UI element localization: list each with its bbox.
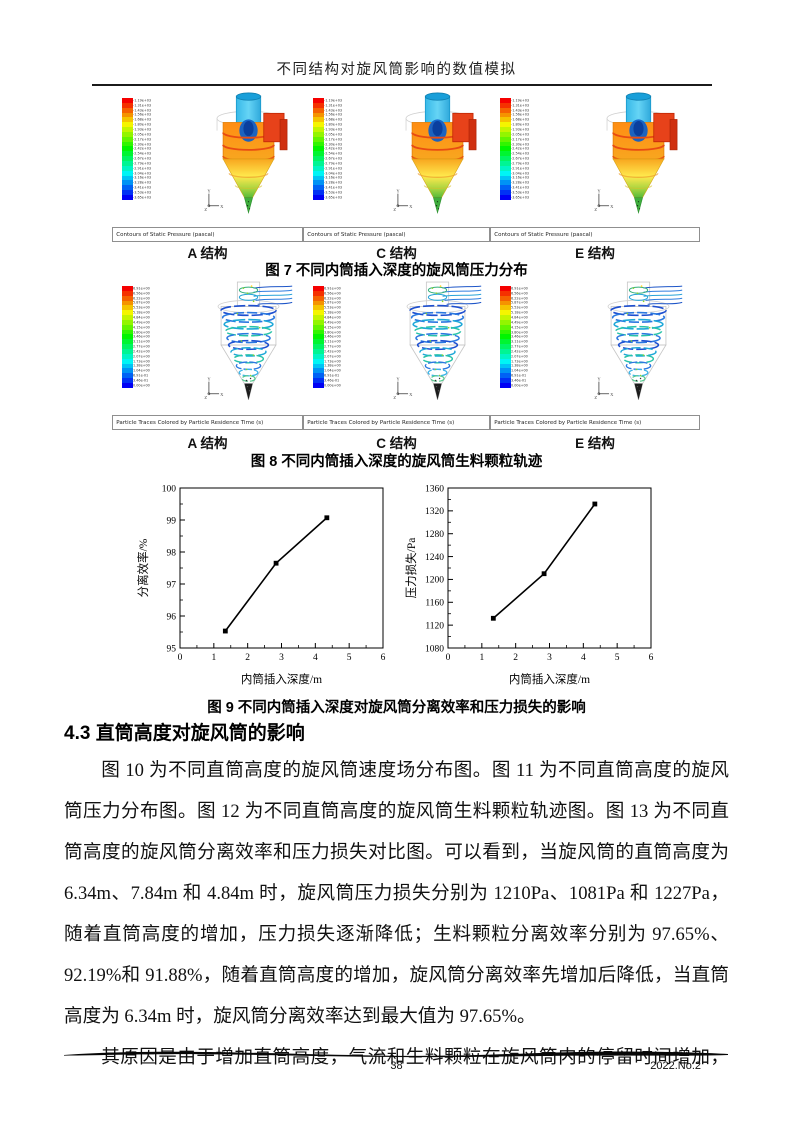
figure7-panel-a: -1.19e+03 -1.31e+03 -1.43e+03 -1.56e+03 -1.6… xyxy=(112,90,303,242)
svg-text:1: 1 xyxy=(479,653,484,663)
svg-text:1280: 1280 xyxy=(425,530,444,540)
svg-text:2: 2 xyxy=(245,653,250,663)
svg-text:98: 98 xyxy=(167,548,177,558)
svg-text:1160: 1160 xyxy=(425,599,444,609)
page-number: 38 xyxy=(390,1060,403,1072)
residence-time-colorbar-legend: 6.91e+00 6.56e+00 6.22e+00 5.87e+00 5.53e+00… xyxy=(500,286,560,388)
paragraph-line: 筒压力分布图。图 12 为不同直筒高度的旋风筒生料颗粒轨迹图。图 13 为不同直 xyxy=(64,801,729,822)
paragraph-line: 92.19%和 91.88%，随着直筒高度的增加，旋风筒分离效率先增加后降低，当… xyxy=(64,965,729,986)
residence-time-colorbar-legend: 6.91e+00 6.56e+00 6.22e+00 5.87e+00 5.53e+00… xyxy=(313,286,373,388)
svg-text:1360: 1360 xyxy=(425,484,444,494)
svg-text:5: 5 xyxy=(347,653,352,663)
svg-text:1: 1 xyxy=(211,653,216,663)
svg-text:分离效率/%: 分离效率/% xyxy=(136,538,150,597)
svg-text:1080: 1080 xyxy=(425,644,444,654)
svg-text:97: 97 xyxy=(167,580,177,590)
pressure-colorbar-legend: -1.19e+03 -1.31e+03 -1.43e+03 -1.56e+03 -1.6… xyxy=(500,98,560,200)
svg-text:1240: 1240 xyxy=(425,553,444,563)
paragraph-line: 高度为 6.34m 时，旋风筒分离效率达到最大值为 97.65%。 xyxy=(64,1006,536,1027)
figure7-panel-row: -1.19e+03 -1.31e+03 -1.43e+03 -1.56e+03 -1.6… xyxy=(0,90,793,242)
section-heading: 4.3 直筒高度对旋风筒的影响 xyxy=(64,723,305,744)
pressure-contour-cyclone-image xyxy=(590,92,685,222)
contour-caption-box: Contours of Static Pressure (pascal) xyxy=(303,227,490,242)
svg-text:0: 0 xyxy=(446,653,451,663)
residence-time-colorbar-legend: 6.91e+00 6.56e+00 6.22e+00 5.87e+00 5.53e+00… xyxy=(122,286,182,388)
paragraph-line: 筒高度的旋风筒分离效率和压力损失对比图。可以看到，当旋风筒的直筒高度为 xyxy=(64,842,729,863)
structure-label: E 结构 xyxy=(575,246,615,261)
figure7-caption: 图 7 不同内筒插入深度的旋风筒压力分布 xyxy=(265,263,528,279)
svg-text:内筒插入深度/m: 内筒插入深度/m xyxy=(241,672,322,686)
structure-label: E 结构 xyxy=(575,436,615,451)
header-rule xyxy=(92,84,712,86)
figure9-caption: 图 9 不同内筒插入深度对旋风筒分离效率和压力损失的影响 xyxy=(207,700,586,716)
svg-text:1200: 1200 xyxy=(425,576,444,586)
particle-traces-cyclone-image xyxy=(200,280,295,410)
structure-label: A 结构 xyxy=(187,436,228,451)
svg-text:6: 6 xyxy=(381,653,386,663)
pressure-contour-cyclone-image xyxy=(389,92,484,222)
svg-text:1120: 1120 xyxy=(425,621,444,631)
pressure-contour-cyclone-image xyxy=(200,92,295,222)
footer-rule-bar xyxy=(64,1051,728,1058)
svg-text:3: 3 xyxy=(279,653,284,663)
svg-text:4: 4 xyxy=(313,653,318,663)
svg-text:4: 4 xyxy=(581,653,586,663)
structure-label: A 结构 xyxy=(187,246,228,261)
page-header-title: 不同结构对旋风筒影响的数值模拟 xyxy=(276,62,517,78)
paragraph-line: 随着直筒高度的增加，压力损失逐渐降低；生料颗粒分离效率分别为 97.65%、 xyxy=(64,924,729,945)
figure7-panel-e: -1.19e+03 -1.31e+03 -1.43e+03 -1.56e+03 -1.6… xyxy=(490,90,700,242)
particle-traces-cyclone-image xyxy=(389,280,484,410)
structure-label: C 结构 xyxy=(376,436,417,451)
pressure-loss-chart: 0 1 2 3 4 5 6 1080 1120 1160 1200 1240 1280 1320 1360 内… xyxy=(404,484,654,686)
svg-text:0: 0 xyxy=(178,653,183,663)
figure8-panel-a: 6.91e+00 6.56e+00 6.22e+00 5.87e+00 5.53e+00… xyxy=(112,278,303,430)
pressure-colorbar-legend: -1.19e+03 -1.31e+03 -1.43e+03 -1.56e+03 -1.6… xyxy=(313,98,373,200)
svg-text:3: 3 xyxy=(547,653,552,663)
svg-text:95: 95 xyxy=(167,644,177,654)
svg-text:6: 6 xyxy=(649,653,654,663)
figure8-caption: 图 8 不同内筒插入深度的旋风筒生料颗粒轨迹 xyxy=(250,454,543,470)
issue-label: 2022.No.2 xyxy=(650,1060,701,1072)
contour-caption-box: Contours of Static Pressure (pascal) xyxy=(112,227,303,242)
svg-text:内筒插入深度/m: 内筒插入深度/m xyxy=(509,672,590,686)
svg-text:5: 5 xyxy=(615,653,620,663)
pressure-colorbar-legend: -1.19e+03 -1.31e+03 -1.43e+03 -1.56e+03 -1.6… xyxy=(122,98,182,200)
paragraph-line: 图 10 为不同直筒高度的旋风筒速度场分布图。图 11 为不同直筒高度的旋风 xyxy=(101,760,729,781)
traces-caption-box: Particle Traces Colored by Particle Resi… xyxy=(490,415,700,430)
figure7-structure-labels: A 结构 C 结构 E 结构 xyxy=(0,242,793,261)
traces-caption-box: Particle Traces Colored by Particle Resi… xyxy=(112,415,303,430)
figure8-panel-c: 6.91e+00 6.56e+00 6.22e+00 5.87e+00 5.53e+00… xyxy=(303,278,490,430)
svg-text:99: 99 xyxy=(167,516,177,526)
structure-label: C 结构 xyxy=(376,246,417,261)
svg-text:100: 100 xyxy=(162,484,177,494)
traces-caption-box: Particle Traces Colored by Particle Resi… xyxy=(303,415,490,430)
separation-efficiency-chart: 0 1 2 3 4 5 6 95 96 97 98 99 100 内筒插入深度/m 分离效率/% xyxy=(136,484,386,686)
figure7-panel-c: -1.19e+03 -1.31e+03 -1.43e+03 -1.56e+03 -1.6… xyxy=(303,90,490,242)
body-paragraphs: 图 10 为不同直筒高度的旋风筒速度场分布图。图 11 为不同直筒高度的旋风 筒… xyxy=(64,750,729,1078)
svg-text:2: 2 xyxy=(513,653,518,663)
contour-caption-box: Contours of Static Pressure (pascal) xyxy=(490,227,700,242)
figure8-panel-row: 6.91e+00 6.56e+00 6.22e+00 5.87e+00 5.53e+00… xyxy=(0,278,793,430)
svg-text:96: 96 xyxy=(167,612,177,622)
paragraph-line: 6.34m、7.84m 和 4.84m 时，旋风筒压力损失分别为 1210Pa、… xyxy=(64,883,729,904)
figure8-structure-labels: A 结构 C 结构 E 结构 xyxy=(0,432,793,451)
svg-text:1320: 1320 xyxy=(425,507,444,517)
figure8-panel-e: 6.91e+00 6.56e+00 6.22e+00 5.87e+00 5.53e+00… xyxy=(490,278,700,430)
svg-text:压力损失/Pa: 压力损失/Pa xyxy=(404,538,418,599)
particle-traces-cyclone-image xyxy=(590,280,685,410)
